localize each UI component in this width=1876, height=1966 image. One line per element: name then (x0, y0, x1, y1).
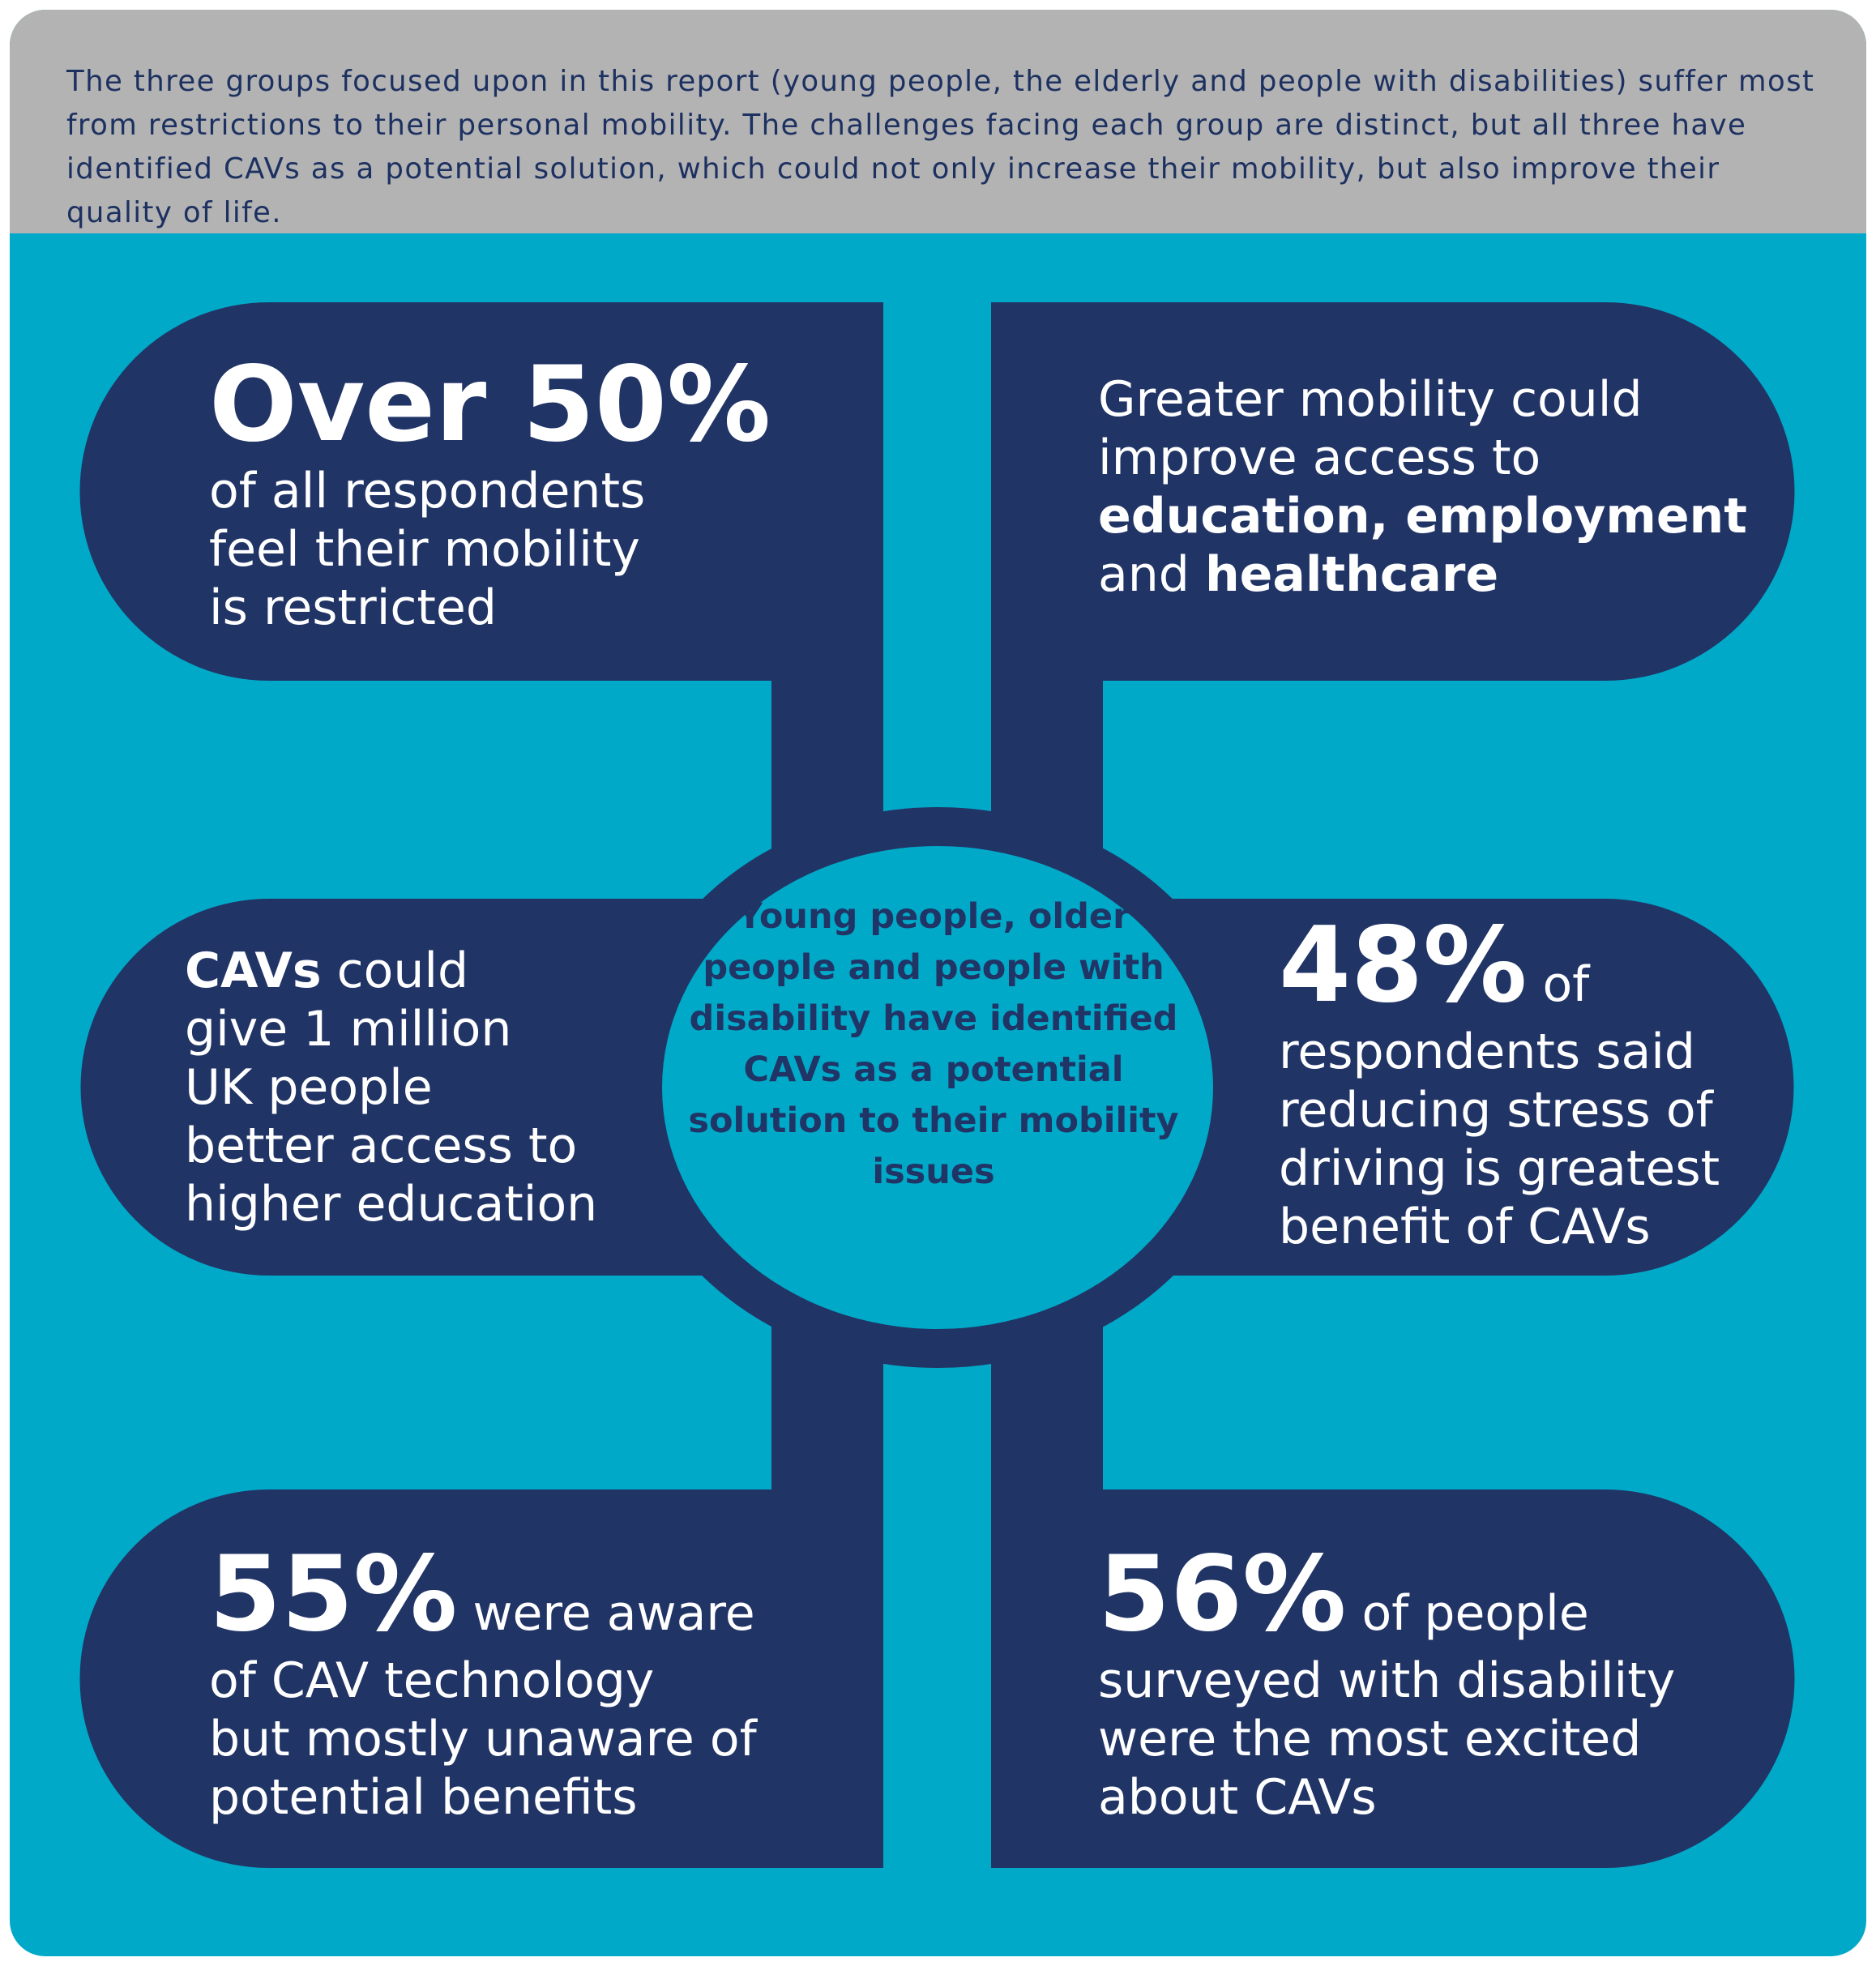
stat-top-right: Greater mobility could improve access to… (1098, 370, 1747, 604)
pill-mid-right (1103, 899, 1794, 1276)
intro-banner: The three groups focused upon in this re… (10, 10, 1866, 233)
center-message: Young people, older people and people wi… (688, 896, 1179, 1192)
pill-mid-left (80, 899, 772, 1276)
stat-mid-left-bold: CAVs (185, 942, 322, 999)
stat-bottom-right-line1: of people (1346, 1585, 1589, 1642)
stat-top-right-bold2: healthcare (1204, 546, 1499, 603)
pill-top-left (79, 302, 883, 713)
stat-mid-right-line4: driving is greatest (1279, 1140, 1720, 1197)
stat-top-left: Over 50% of all respondents feel their m… (209, 348, 771, 637)
stat-mid-left-line5: higher education (185, 1176, 598, 1233)
stat-bottom-right-value: 56% (1098, 1534, 1347, 1655)
stat-mid-right-line1: of (1527, 956, 1590, 1013)
stat-top-left-line1: of all respondents (209, 463, 646, 519)
hub-core (662, 846, 1213, 1329)
stat-top-right-line1: Greater mobility could (1098, 371, 1643, 428)
stat-mid-left: CAVs could give 1 million UK people bett… (185, 942, 597, 1233)
stat-mid-right-line3: reducing stress of (1279, 1082, 1713, 1139)
stat-bottom-left-line2: of CAV technology (209, 1652, 655, 1709)
stat-top-left-line2: feel their mobility (209, 521, 640, 578)
pill-bottom-left (79, 1457, 883, 1868)
stat-mid-right: 48% of respondents said reducing stress … (1279, 909, 1720, 1256)
stat-top-right-line2: improve access to (1098, 430, 1541, 486)
stat-bottom-right: 56% of people surveyed with disability w… (1098, 1538, 1675, 1827)
stat-bottom-left-line4: potential benefits (209, 1769, 638, 1826)
pill-bottom-right (991, 1457, 1795, 1868)
stat-bottom-left: 55% were aware of CAV technology but mos… (209, 1538, 757, 1827)
stat-mid-left-line4: better access to (185, 1118, 578, 1174)
stat-mid-left-line1: could (321, 942, 469, 999)
stat-bottom-right-line2: surveyed with disability (1098, 1652, 1676, 1709)
stat-mid-left-line3: UK people (185, 1059, 433, 1116)
stat-top-right-bold1: education, employment (1098, 488, 1747, 545)
stat-mid-right-line5: benefit of CAVs (1279, 1199, 1651, 1255)
stat-mid-left-line2: give 1 million (185, 1001, 512, 1058)
intro-text: The three groups focused upon in this re… (66, 65, 1815, 229)
stat-bottom-right-line3: were the most excited (1098, 1711, 1642, 1767)
pill-top-right (991, 302, 1795, 713)
stat-top-right-and: and (1098, 546, 1205, 603)
stat-mid-right-line2: respondents said (1279, 1024, 1696, 1080)
stat-bottom-right-line4: about CAVs (1098, 1769, 1377, 1826)
stat-top-left-line3: is restricted (209, 579, 497, 636)
stat-top-left-value: Over 50% (209, 344, 771, 465)
stat-bottom-left-line1: were aware (457, 1585, 755, 1642)
stat-mid-right-value: 48% (1279, 905, 1528, 1026)
stat-bottom-left-line3: but mostly unaware of (209, 1711, 757, 1767)
stat-bottom-left-value: 55% (209, 1534, 458, 1655)
